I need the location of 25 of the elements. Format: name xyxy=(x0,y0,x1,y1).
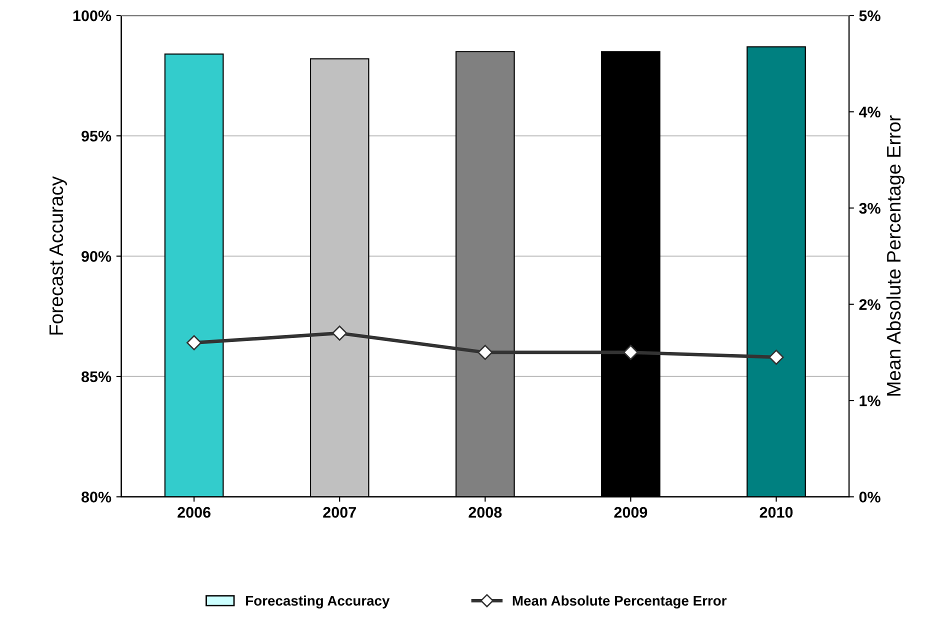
x-tick-label: 2008 xyxy=(468,506,502,518)
point xyxy=(768,350,784,365)
y2-axis-title: Mean Absolute Percentage Error xyxy=(886,115,905,396)
legend-label: Mean Absolute Percentage Error xyxy=(512,595,727,608)
y2-tick-label: 3% xyxy=(859,202,880,214)
y-tick-label: 85% xyxy=(81,371,112,382)
point xyxy=(186,335,202,350)
point xyxy=(623,344,638,360)
y2-tick-label: 4% xyxy=(858,106,880,118)
x-tick-label: 2006 xyxy=(178,506,211,518)
y-tick-label: 90% xyxy=(82,251,112,262)
series-label: Forecasting Accuracy xyxy=(246,595,390,608)
point xyxy=(478,344,493,360)
point xyxy=(332,326,348,341)
x-tick-label: 2009 xyxy=(614,506,648,518)
x-tick-label: 2010 xyxy=(760,506,793,518)
y2-tick-label: 5% xyxy=(859,10,880,22)
y2-tick-label: 0% xyxy=(859,492,880,502)
y-tick-label: 100% xyxy=(73,10,112,22)
y2-tick-label: 1% xyxy=(860,395,880,406)
y-tick-label: 80% xyxy=(81,492,112,502)
y-axis-title: Forecast Accuracy xyxy=(50,176,67,335)
x-tick-label: 2007 xyxy=(323,506,356,518)
y-tick-label: 95% xyxy=(82,130,112,142)
y2-tick-label: 2% xyxy=(859,299,880,310)
